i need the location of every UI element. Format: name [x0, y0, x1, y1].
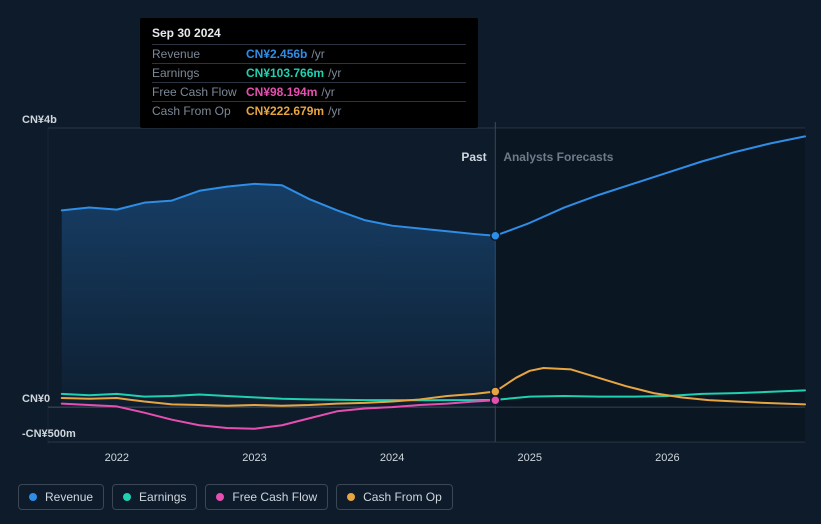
tooltip-row: RevenueCN¥2.456b/yr	[152, 44, 466, 63]
legend-item-cash-from-op[interactable]: Cash From Op	[336, 484, 453, 510]
tooltip-row: Free Cash FlowCN¥98.194m/yr	[152, 82, 466, 101]
tooltip-unit: /yr	[321, 85, 334, 99]
hover-tooltip: Sep 30 2024 RevenueCN¥2.456b/yrEarningsC…	[140, 18, 478, 128]
legend-label: Free Cash Flow	[232, 490, 317, 504]
y-axis-label: -CN¥500m	[22, 428, 76, 440]
legend-dot	[29, 493, 37, 501]
x-axis-label: 2025	[517, 452, 541, 464]
tooltip-key: Free Cash Flow	[152, 85, 246, 99]
forecast-region-label: Analysts Forecasts	[503, 150, 613, 164]
tooltip-key: Revenue	[152, 47, 246, 61]
tooltip-date: Sep 30 2024	[152, 26, 466, 44]
tooltip-unit: /yr	[328, 66, 341, 80]
chart-legend: Revenue Earnings Free Cash Flow Cash From O…	[18, 484, 453, 510]
x-axis-label: 2026	[655, 452, 679, 464]
legend-item-earnings[interactable]: Earnings	[112, 484, 197, 510]
tooltip-value: CN¥222.679m	[246, 104, 324, 118]
tooltip-row: Cash From OpCN¥222.679m/yr	[152, 101, 466, 120]
tooltip-value: CN¥103.766m	[246, 66, 324, 80]
legend-dot	[216, 493, 224, 501]
tooltip-row: EarningsCN¥103.766m/yr	[152, 63, 466, 82]
legend-label: Earnings	[139, 490, 186, 504]
x-axis-label: 2022	[105, 452, 129, 464]
legend-item-free-cash-flow[interactable]: Free Cash Flow	[205, 484, 328, 510]
legend-item-revenue[interactable]: Revenue	[18, 484, 104, 510]
y-axis-label: CN¥0	[22, 393, 50, 405]
tooltip-unit: /yr	[311, 47, 324, 61]
x-axis-label: 2024	[380, 452, 404, 464]
tooltip-key: Earnings	[152, 66, 246, 80]
tooltip-unit: /yr	[328, 104, 341, 118]
y-axis-label: CN¥4b	[22, 114, 57, 126]
tooltip-value: CN¥98.194m	[246, 85, 317, 99]
x-axis-label: 2023	[242, 452, 266, 464]
tooltip-key: Cash From Op	[152, 104, 246, 118]
legend-dot	[347, 493, 355, 501]
legend-label: Cash From Op	[363, 490, 442, 504]
legend-label: Revenue	[45, 490, 93, 504]
legend-dot	[123, 493, 131, 501]
tooltip-value: CN¥2.456b	[246, 47, 307, 61]
past-region-label: Past	[461, 150, 486, 164]
